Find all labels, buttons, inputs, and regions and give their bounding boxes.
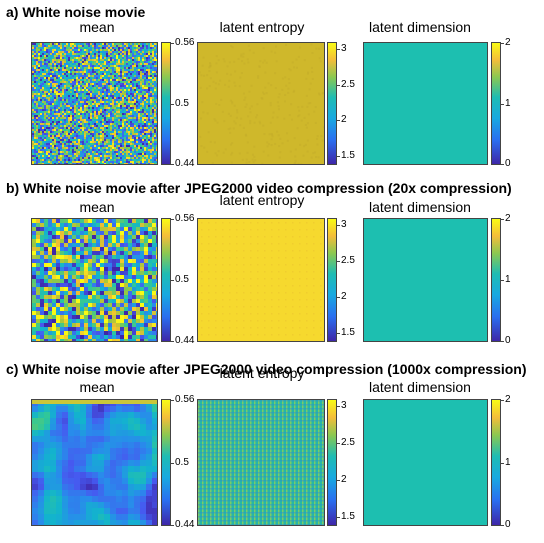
colorbar xyxy=(161,399,171,526)
colorbar-tick-label: 0.5 xyxy=(171,457,189,468)
heatmap-image xyxy=(364,43,487,164)
colorbar xyxy=(327,399,337,526)
colorbar-tick-label: 0 xyxy=(501,519,511,530)
row-title: a) White noise movie xyxy=(6,4,146,20)
colorbar xyxy=(491,399,501,526)
colorbar xyxy=(491,42,501,165)
heatmap-image xyxy=(198,43,324,164)
colorbar-tick-label: 2 xyxy=(337,114,347,125)
colorbar-tick-label: 1 xyxy=(501,274,511,285)
colorbar-tick-label: 2 xyxy=(501,37,511,48)
colorbar-tick-label: 0.44 xyxy=(170,519,195,530)
heatmap-image xyxy=(198,400,324,525)
heatmap-panel xyxy=(197,218,325,342)
colorbar xyxy=(161,218,171,342)
colorbar-tick-label: 3 xyxy=(337,219,347,230)
heatmap-panel xyxy=(363,399,488,526)
colorbar-tick-label: 2.5 xyxy=(337,437,355,448)
row-title: c) White noise movie after JPEG2000 vide… xyxy=(6,361,527,377)
heatmap-panel xyxy=(363,42,488,165)
colorbar-tick-label: 2 xyxy=(501,394,511,405)
row-title: b) White noise movie after JPEG2000 vide… xyxy=(6,180,512,196)
colorbar-tick-label: 0.44 xyxy=(170,335,195,346)
heatmap-image xyxy=(32,400,157,525)
colorbar-tick-label: 0.5 xyxy=(171,98,189,109)
heatmap-panel xyxy=(197,42,325,165)
colorbar-tick-label: 2.5 xyxy=(337,79,355,90)
colorbar-tick-label: 0 xyxy=(501,335,511,346)
colorbar-tick-label: 0 xyxy=(501,158,511,169)
colorbar-tick-label: 0.44 xyxy=(170,158,195,169)
colorbar-tick-label: 0.56 xyxy=(170,394,195,405)
colorbar-tick-label: 2.5 xyxy=(337,255,355,266)
colorbar xyxy=(491,218,501,342)
colorbar-tick-label: 1 xyxy=(501,457,511,468)
colorbar-tick-label: 1.5 xyxy=(337,150,355,161)
panel-title: mean xyxy=(79,379,115,395)
panel-title: mean xyxy=(79,199,115,215)
heatmap-image xyxy=(364,219,487,341)
heatmap-panel xyxy=(31,399,158,526)
colorbar-tick-label: 1.5 xyxy=(337,511,355,522)
colorbar-tick-label: 1 xyxy=(501,98,511,109)
panel-title: latent dimension xyxy=(369,379,471,395)
colorbar-tick-label: 0.56 xyxy=(170,213,195,224)
heatmap-panel xyxy=(31,42,158,165)
panel-title: mean xyxy=(79,19,115,35)
colorbar-tick-label: 0.56 xyxy=(170,37,195,48)
colorbar-tick-label: 3 xyxy=(337,400,347,411)
colorbar-tick-label: 3 xyxy=(337,43,347,54)
colorbar xyxy=(327,42,337,165)
panel-title: latent entropy xyxy=(219,365,305,381)
colorbar-tick-label: 2 xyxy=(337,291,347,302)
heatmap-image xyxy=(32,219,157,341)
panel-title: latent dimension xyxy=(369,19,471,35)
heatmap-panel xyxy=(31,218,158,342)
heatmap-panel xyxy=(363,218,488,342)
colorbar xyxy=(161,42,171,165)
heatmap-image xyxy=(198,219,324,341)
heatmap-image xyxy=(32,43,157,164)
panel-title: latent dimension xyxy=(369,199,471,215)
panel-title: latent entropy xyxy=(219,192,305,208)
colorbar-tick-label: 0.5 xyxy=(171,274,189,285)
colorbar xyxy=(327,218,337,342)
colorbar-tick-label: 1.5 xyxy=(337,327,355,338)
heatmap-panel xyxy=(197,399,325,526)
panel-title: latent entropy xyxy=(219,19,305,35)
colorbar-tick-label: 2 xyxy=(337,474,347,485)
heatmap-image xyxy=(364,400,487,525)
colorbar-tick-label: 2 xyxy=(501,213,511,224)
